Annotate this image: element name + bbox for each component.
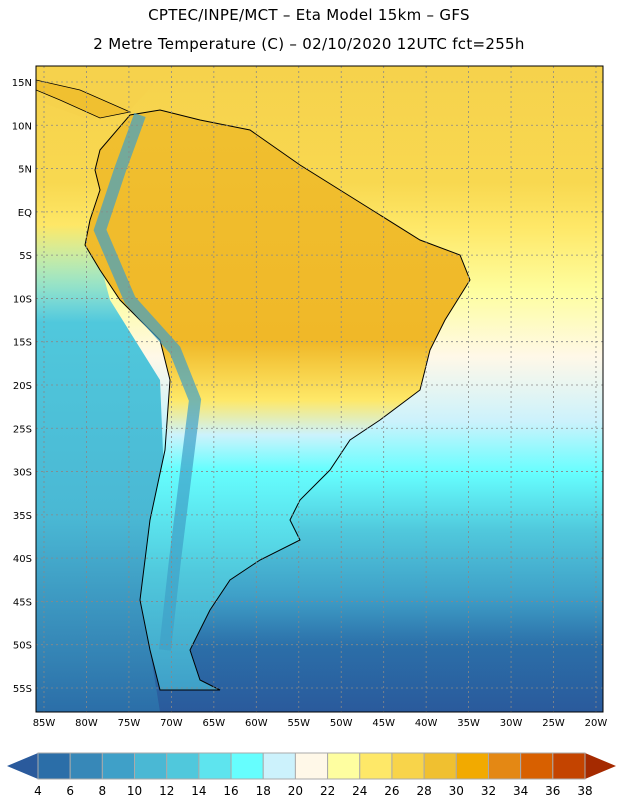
colorbar-label: 12 [159, 784, 174, 798]
central-america-land [36, 79, 132, 119]
colorbar: 4 6 8 10 12 14 16 18 20 22 24 26 28 30 32 34 36 38 [7, 752, 616, 798]
colorbar-swatch [327, 752, 361, 780]
colorbar-label: 20 [288, 784, 303, 798]
colorbar-swatch [520, 752, 554, 780]
colorbar-label: 28 [416, 784, 431, 798]
colorbar-swatch [391, 752, 425, 780]
colorbar-label: 6 [66, 784, 74, 798]
colorbar-swatch [166, 752, 200, 780]
colorbar-swatch [69, 752, 103, 780]
colorbar-label: 36 [545, 784, 560, 798]
caribbean-field [36, 66, 170, 120]
colorbar-label: 8 [99, 784, 107, 798]
lat-label: 45S [13, 597, 32, 608]
lat-label: EQ [18, 208, 32, 219]
colorbar-swatch [423, 752, 457, 780]
lat-label: 35S [13, 511, 32, 522]
lon-label: 35W [457, 718, 480, 729]
title-line-1: CPTEC/INPE/MCT – Eta Model 15km – GFS [148, 6, 470, 24]
lon-label: 40W [415, 718, 438, 729]
colorbar-below-arrow [7, 753, 38, 779]
map-area [36, 66, 603, 712]
lat-label: 15S [13, 338, 32, 349]
colorbar-label: 18 [256, 784, 271, 798]
colorbar-label: 16 [223, 784, 238, 798]
lon-label: 30W [500, 718, 523, 729]
colorbar-swatch [230, 752, 264, 780]
colorbar-swatch [37, 752, 71, 780]
lon-label: 50W [330, 718, 353, 729]
colorbar-swatch [487, 752, 522, 780]
colorbar-label: 34 [513, 784, 528, 798]
lon-label: 85W [33, 718, 56, 729]
lat-label: 5S [19, 251, 32, 262]
lat-label: 30S [13, 468, 32, 479]
colorbar-label: 24 [352, 784, 367, 798]
colorbar-label: 30 [449, 784, 464, 798]
lon-label: 70W [160, 718, 183, 729]
lon-label: 75W [118, 718, 141, 729]
lon-label: 80W [75, 718, 98, 729]
pacific-field [36, 225, 165, 712]
lon-label: 55W [287, 718, 310, 729]
lon-label: 20W [585, 718, 608, 729]
lat-label: 50S [13, 641, 32, 652]
title-line-2: 2 Metre Temperature (C) – 02/10/2020 12U… [93, 35, 525, 53]
lat-label: 20S [13, 381, 32, 392]
colorbar-label: 26 [384, 784, 399, 798]
colorbar-swatch [198, 752, 232, 780]
colorbar-above-arrow [585, 753, 616, 779]
lat-label: 40S [13, 554, 32, 565]
lon-label: 25W [542, 718, 565, 729]
lon-label: 45W [372, 718, 395, 729]
colorbar-label: 32 [481, 784, 496, 798]
lat-label: 5N [18, 165, 32, 176]
colorbar-swatch [262, 752, 296, 780]
lat-label: 15N [12, 78, 32, 89]
lon-label: 60W [245, 718, 268, 729]
map-frame [35, 65, 604, 713]
andes-cold-strip [93, 112, 202, 651]
colorbar-label: 4 [34, 784, 42, 798]
colorbar-swatch [294, 752, 329, 780]
colorbar-swatch [134, 752, 168, 780]
lat-label: 10N [12, 121, 32, 132]
lat-label: 55S [13, 684, 32, 695]
colorbar-swatch [101, 752, 136, 780]
colorbar-label: 14 [191, 784, 206, 798]
colorbar-swatch [455, 752, 489, 780]
lat-label: 25S [13, 424, 32, 435]
lat-label: 10S [13, 294, 32, 305]
lon-label: 65W [203, 718, 226, 729]
colorbar-swatch [359, 752, 393, 780]
colorbar-label: 22 [320, 784, 335, 798]
colorbar-label: 10 [127, 784, 142, 798]
colorbar-swatch [552, 752, 586, 780]
colorbar-label: 38 [577, 784, 592, 798]
